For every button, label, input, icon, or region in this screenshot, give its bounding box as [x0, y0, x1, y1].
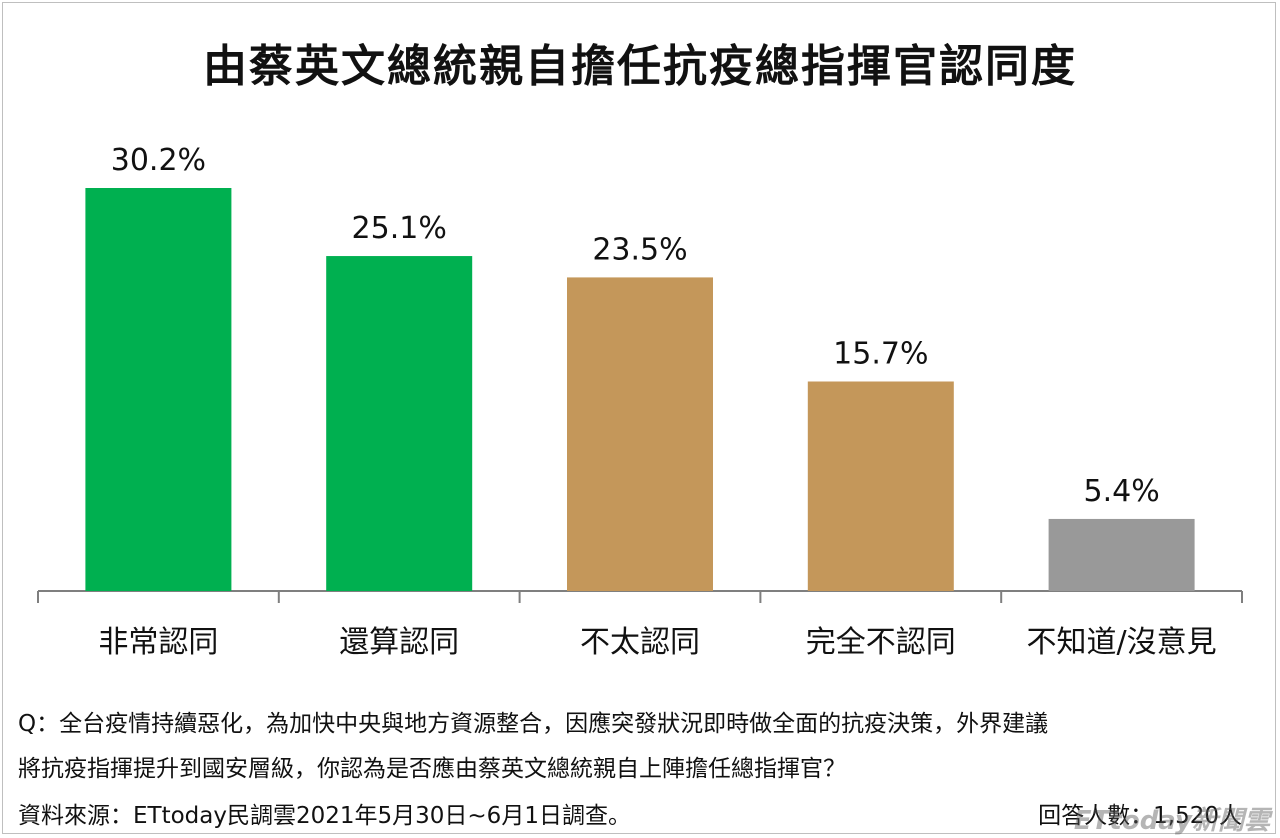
category-label: 完全不認同 — [806, 625, 956, 660]
bar — [567, 277, 713, 591]
bar-chart: 30.2% 非常認同 25.1% 還算認同 23.5% 不太認同 15.7% 完全不認同 5.4… — [37, 143, 1243, 660]
bar — [1048, 518, 1195, 591]
chart-title: 由蔡英文總統親自擔任抗疫總指揮官認同度 — [203, 41, 1077, 92]
bar — [85, 188, 232, 591]
watermark-logo: ETtoday新聞雲 — [1073, 806, 1270, 836]
category-label: 還算認同 — [339, 625, 459, 660]
bar-value-label: 23.5% — [592, 232, 687, 267]
bar-value-label: 30.2% — [111, 143, 206, 178]
bar-value-label: 25.1% — [352, 211, 447, 246]
category-label: 不知道/沒意見 — [1027, 625, 1217, 660]
question-line-2: 將抗疫指揮提升到國安層級，你認為是否應由蔡英文總統親自上陣擔任總指揮官？ — [18, 756, 846, 782]
bar — [326, 256, 473, 591]
source-note: 資料來源：ETtoday民調雲2021年5月30日~6月1日調查。 — [18, 803, 631, 829]
bar — [807, 381, 954, 591]
respondent-count: 回答人數：1,520人 — [1038, 803, 1242, 829]
bar-value-label: 5.4% — [1083, 474, 1159, 509]
question-line-1: Q：全台疫情持續惡化，為加快中央與地方資源整合，因應突發狀況即時做全面的抗疫決策… — [18, 711, 1049, 737]
category-label: 不太認同 — [580, 625, 700, 660]
bar-value-label: 15.7% — [833, 336, 928, 371]
category-label: 非常認同 — [98, 625, 218, 660]
